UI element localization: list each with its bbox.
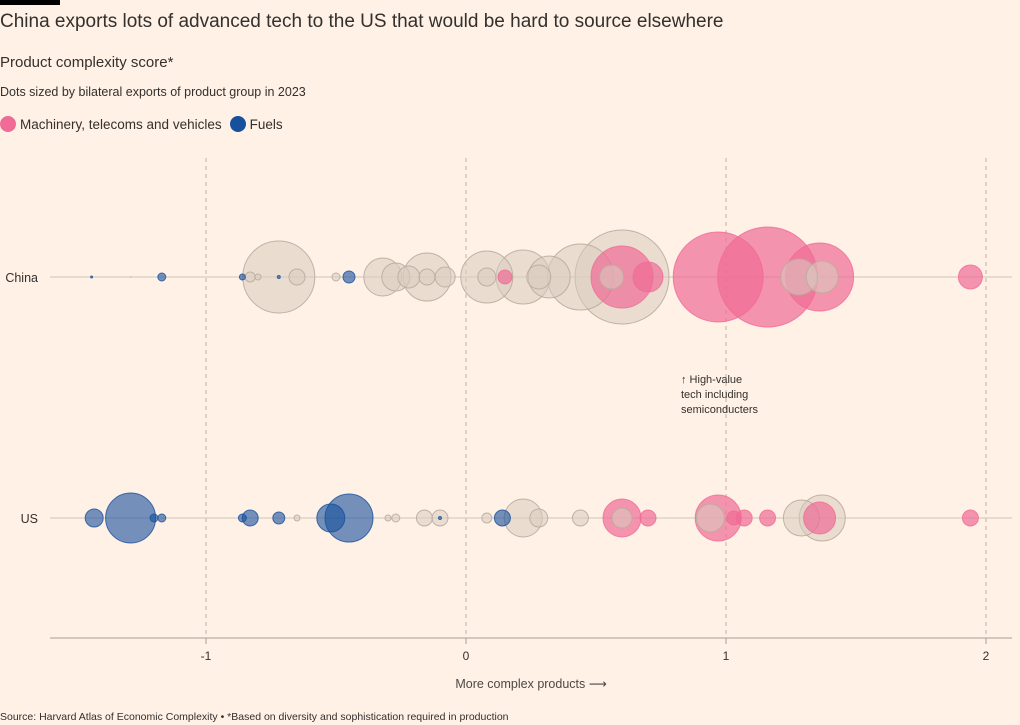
- x-axis-label: More complex products ⟶: [455, 677, 606, 691]
- dot-china-machinery-14: [632, 261, 664, 293]
- dot-us-other-17: [571, 509, 589, 527]
- row-baselines: China US: [5, 271, 1012, 526]
- dot-china-other-22: [288, 268, 306, 286]
- dot-china-fuels-31: [276, 275, 281, 279]
- legend-item-fuels: Fuels: [229, 116, 283, 132]
- chart-note: Dots sized by bilateral exports of produ…: [0, 85, 306, 99]
- dot-us-machinery-20: [759, 509, 777, 527]
- legend-swatch-fuels: [229, 116, 246, 132]
- annotation-line-0: ↑ High-value: [681, 374, 742, 386]
- dot-us-fuels-23: [272, 511, 286, 525]
- legend-item-machinery: Machinery, telecoms and vehicles: [0, 116, 222, 132]
- dot-china-machinery-24: [497, 269, 513, 285]
- dot-china-other-33: [129, 276, 132, 278]
- dot-us-fuels-16: [493, 509, 511, 527]
- chart-subtitle: Product complexity score*: [0, 54, 174, 71]
- annotation-line-2: semiconducters: [681, 404, 759, 416]
- dot-us-other-24: [481, 512, 493, 524]
- chart-title: China exports lots of advanced tech to t…: [0, 11, 724, 32]
- dot-china-fuels-32: [90, 275, 94, 279]
- row-label-us: US: [21, 512, 38, 526]
- legend-swatch-machinery: [0, 116, 16, 132]
- dot-china-other-20: [434, 266, 456, 288]
- dot-us-other-9: [695, 503, 725, 533]
- dot-us-machinery-22: [726, 510, 742, 526]
- annotation-high-value-tech: ↑ High-value tech including semiconducters: [681, 374, 759, 416]
- dot-china-other-19: [397, 265, 421, 289]
- dot-us-machinery-18: [639, 509, 657, 527]
- dot-china-machinery-18: [957, 264, 983, 290]
- bubble-chart: China US -1 0 1 2 More complex products ⟶ ↑ …: [5, 158, 1012, 691]
- x-ticks: -1 0 1 2: [201, 638, 990, 663]
- dot-us-fuels-26: [157, 513, 167, 523]
- dot-us-fuels-25: [149, 513, 159, 523]
- brand-bar: [0, 0, 60, 5]
- tick-label-1: 1: [723, 649, 730, 663]
- dot-china-other-17: [599, 264, 625, 290]
- legend-label-machinery: Machinery, telecoms and vehicles: [20, 116, 222, 132]
- legend-label-fuels: Fuels: [249, 116, 283, 132]
- dot-us-other-29: [293, 514, 301, 522]
- annotation-line-1: tech including: [681, 389, 748, 401]
- dot-us-fuels-0: [105, 492, 157, 544]
- dot-us-other-28: [391, 513, 401, 523]
- dot-us-machinery-21: [961, 509, 979, 527]
- dot-china-fuels-29: [238, 273, 246, 281]
- dot-china-other-16: [526, 264, 552, 290]
- dot-china-other-28: [331, 272, 341, 282]
- dots: [84, 226, 983, 544]
- tick-label-0: 0: [463, 649, 470, 663]
- tick-label--1: -1: [201, 649, 212, 663]
- dot-china-other-26: [244, 271, 256, 283]
- dot-china-other-13: [805, 260, 839, 294]
- dot-china-other-23: [418, 268, 436, 286]
- dot-us-fuels-8: [316, 503, 346, 533]
- dot-us-fuels-11: [84, 508, 104, 528]
- dot-us-other-12: [529, 508, 549, 528]
- dot-us-other-14: [415, 509, 433, 527]
- dot-us-fuels-31: [438, 516, 442, 520]
- source-note: Source: Harvard Atlas of Economic Comple…: [0, 711, 509, 723]
- gridlines: [205, 158, 987, 634]
- dot-china-other-21: [477, 267, 497, 287]
- dot-us-other-30: [384, 514, 392, 522]
- dot-china-machinery-2: [672, 231, 764, 323]
- dot-us-fuels-27: [237, 513, 247, 523]
- dot-china-fuels-27: [157, 272, 167, 282]
- row-label-china: China: [5, 271, 38, 285]
- dot-us-machinery-7: [803, 501, 837, 535]
- dot-china-other-30: [254, 273, 262, 281]
- dot-us-other-10: [611, 507, 633, 529]
- tick-label-2: 2: [983, 649, 990, 663]
- legend: Machinery, telecoms and vehicles Fuels: [0, 116, 291, 132]
- dot-china-fuels-25: [342, 270, 356, 284]
